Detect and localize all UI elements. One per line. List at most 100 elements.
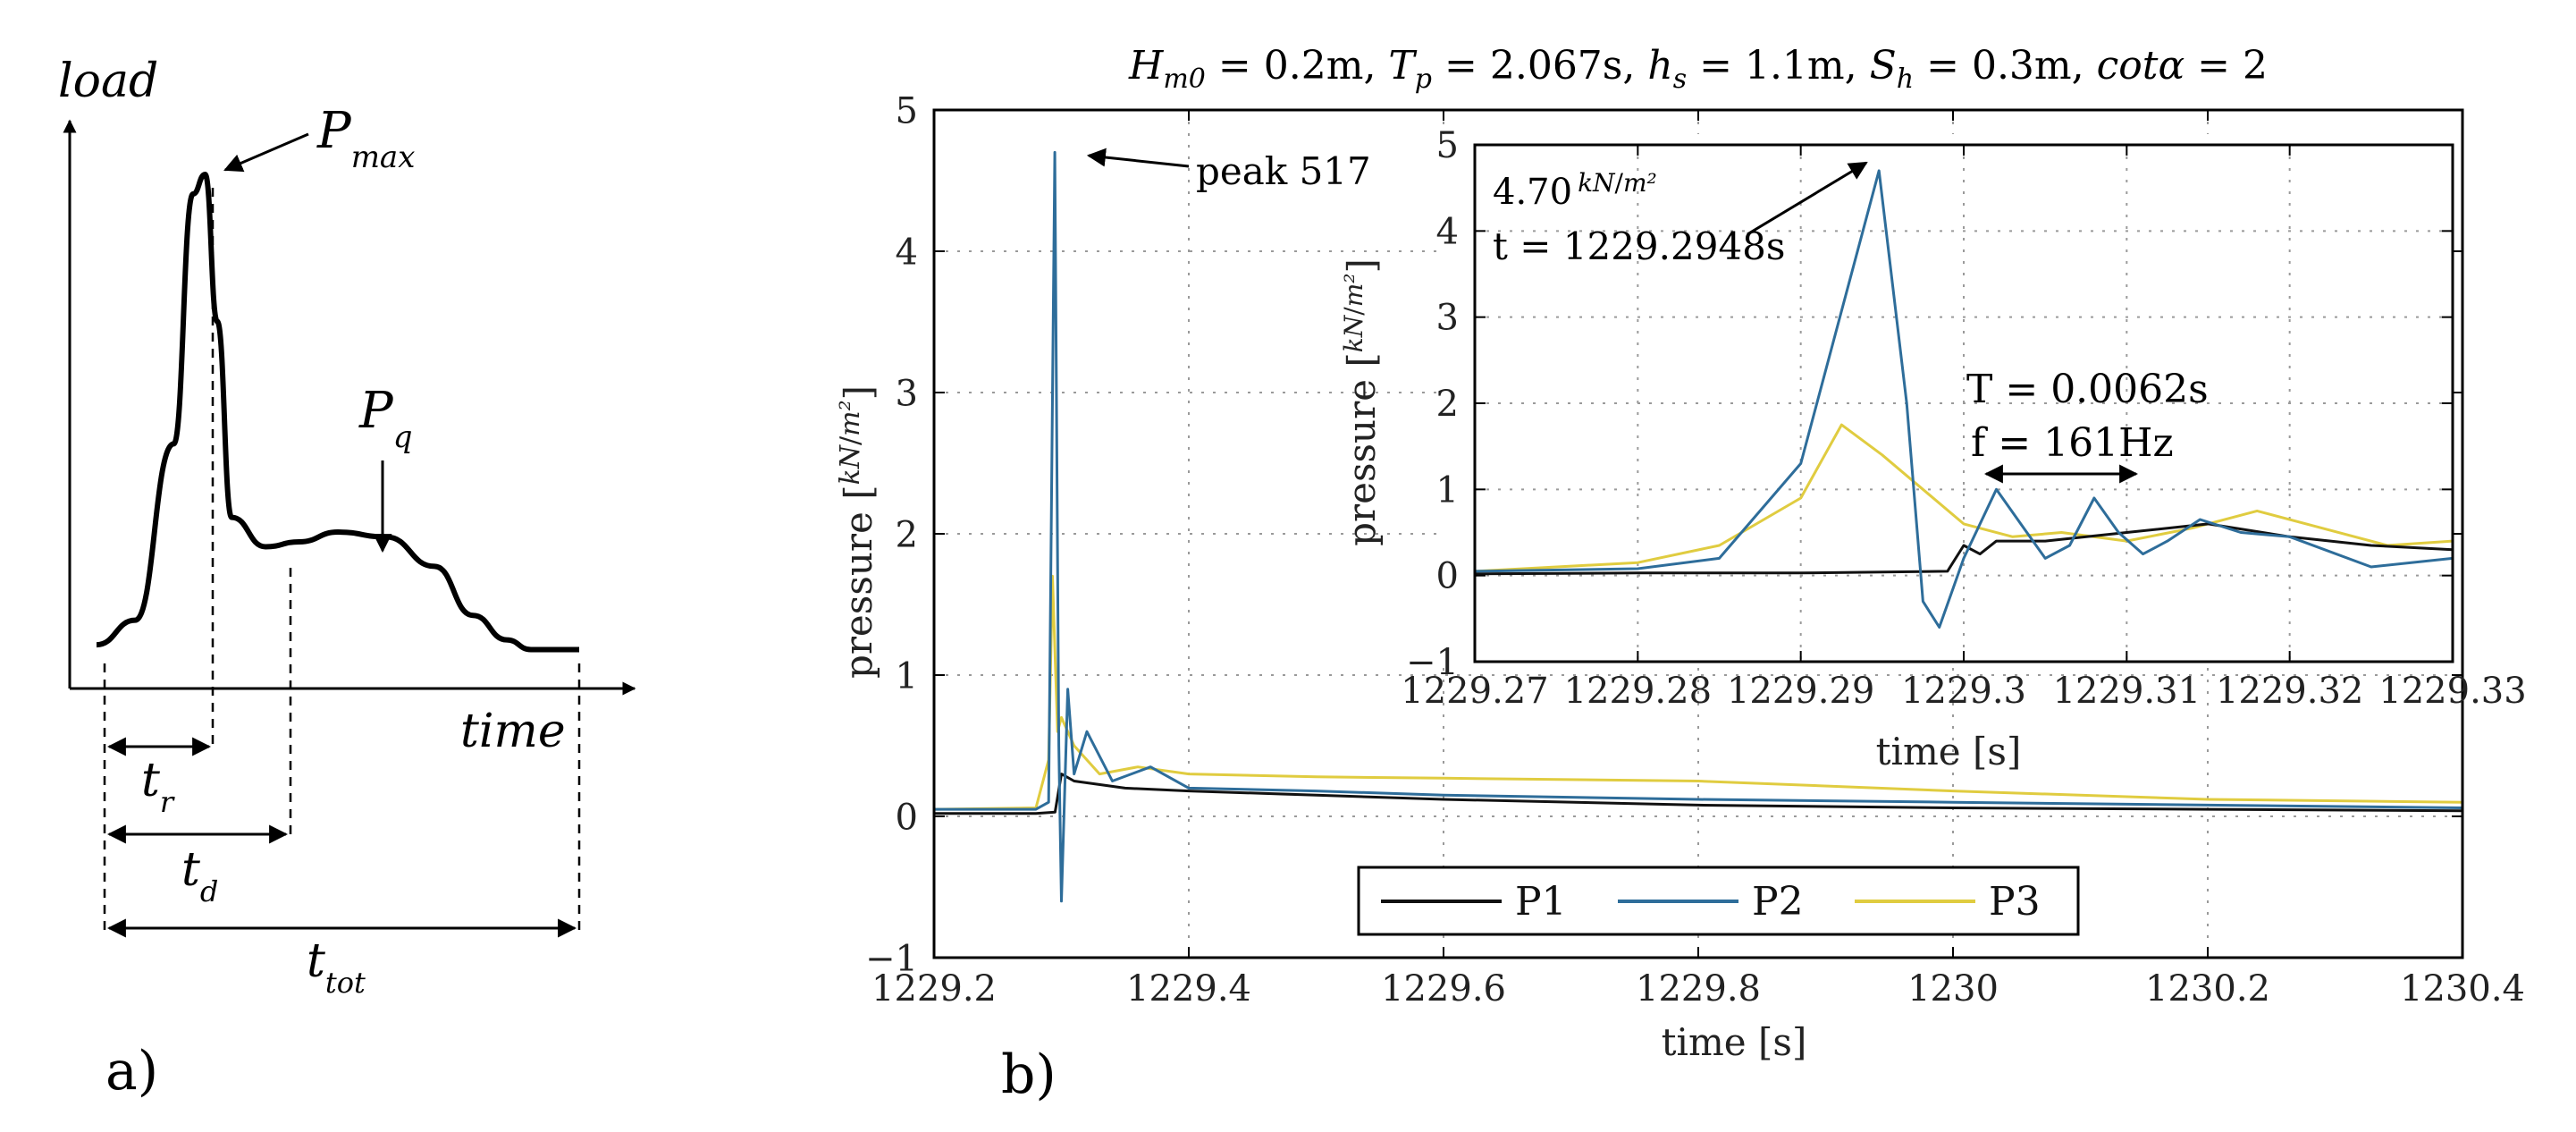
pq-main: P <box>358 382 394 440</box>
load-curve <box>96 171 579 653</box>
inset-ytick-2: 1 <box>1436 469 1459 511</box>
legend-label-p3: P3 <box>1989 879 2041 925</box>
inset-xtick-4: 1229.31 <box>2053 671 2201 712</box>
inset-grid <box>1475 145 2453 662</box>
inset-series <box>1475 169 2453 629</box>
title-value-0: = 0.2m, <box>1206 43 1389 89</box>
title-symbol-2: h <box>1647 43 1672 89</box>
pmax-label: Pmax <box>316 102 415 175</box>
title-symbol-1: T <box>1388 43 1418 89</box>
inset-background <box>1443 134 2453 662</box>
legend-label-p1: P1 <box>1515 879 1567 925</box>
inset-ytick-6: 5 <box>1436 125 1459 166</box>
inset-xtick-5: 1229.32 <box>2216 671 2363 712</box>
title-subscript-1: p <box>1415 63 1432 95</box>
title-value-3: = 0.3m, <box>1914 43 2097 89</box>
panel-b: Hm0 = 0.2m, Tp = 2.067s, hs = 1.1m, Sh =… <box>835 43 2527 1106</box>
td-main: t <box>181 843 200 897</box>
main-y-unit-den: m² <box>835 400 866 435</box>
pmax-main: P <box>316 102 352 160</box>
title-subscript-2: s <box>1673 63 1687 95</box>
inset-peak-value: 4.70 kN/m² <box>1493 168 1657 213</box>
inset-ticks: 1229.27 1229.28 1229.29 1229.3 1229.31 1229.3… <box>1401 125 2526 712</box>
panel-a-label: a) <box>105 1040 158 1102</box>
inset-x-label: time [s] <box>1876 730 2022 773</box>
tr-main: t <box>141 754 160 807</box>
inset-xtick-6: 1229.33 <box>2378 671 2526 712</box>
main-xtick-4: 1230 <box>1907 968 1999 1010</box>
main-xtick-6: 1230.4 <box>2400 968 2525 1010</box>
main-ytick-0: −1 <box>865 939 918 980</box>
title-value-1: = 2.067s, <box>1432 43 1647 89</box>
main-ytick-4: 3 <box>896 374 918 415</box>
main-ytick-2: 1 <box>896 656 918 697</box>
main-series <box>934 150 2462 903</box>
tr-sub: r <box>160 785 175 819</box>
frequency-annotation: f = 161Hz <box>1971 420 2174 466</box>
chart-title: Hm0 = 0.2m, Tp = 2.067s, hs = 1.1m, Sh =… <box>1128 43 2268 95</box>
inset-peak-unit-num: kN <box>1578 168 1616 198</box>
inset-peak-time: t = 1229.2948s <box>1493 224 1785 268</box>
legend-label-p2: P2 <box>1752 879 1804 925</box>
title-subscript-0: m0 <box>1163 63 1206 95</box>
main-xtick-1: 1229.4 <box>1126 968 1251 1010</box>
ttot-sub: tot <box>325 966 366 1000</box>
inset-y-word: pressure <box>1340 379 1384 546</box>
inset-ytick-3: 2 <box>1436 384 1459 425</box>
inset-ytick-1: 0 <box>1436 556 1459 597</box>
inset-xtick-2: 1229.29 <box>1727 671 1874 712</box>
panel-b-label: b) <box>1001 1043 1056 1106</box>
main-ytick-6: 5 <box>896 91 918 132</box>
td-sub: d <box>200 874 218 908</box>
title-symbol-4: cotα <box>2097 43 2185 89</box>
legend: P1 P2 P3 <box>1381 879 2041 925</box>
main-series-p2 <box>934 150 2462 903</box>
inset-xtick-1: 1229.28 <box>1564 671 1712 712</box>
pq-sub: q <box>393 419 413 455</box>
panel-a: load time Pmax Pq tr td ttot a) <box>58 55 636 1102</box>
period-annotation: T = 0.0062s <box>1966 367 2209 412</box>
main-y-unit-num: kN <box>835 444 866 485</box>
main-ytick-1: 0 <box>896 798 918 839</box>
td-label: td <box>181 843 218 908</box>
inset-peak-arrow <box>1747 161 1868 236</box>
peak-arrow <box>1086 148 1190 168</box>
ttot-main: t <box>307 934 325 988</box>
inset-series-p3 <box>1475 423 2453 573</box>
inset-y-label: pressure [kN/m²] <box>1339 258 1384 546</box>
title-subscript-3: h <box>1897 63 1914 95</box>
inset-ytick-4: 3 <box>1436 298 1459 339</box>
title-value-4: = 2 <box>2185 43 2268 89</box>
main-xtick-3: 1229.8 <box>1636 968 1761 1010</box>
main-y-word: pressure <box>837 511 880 679</box>
inset-peak-unit-den: m² <box>1623 168 1657 198</box>
main-series-p1 <box>934 773 2462 815</box>
inset-xtick-0: 1229.27 <box>1401 671 1548 712</box>
inset-peak-number: 4.70 <box>1493 172 1572 213</box>
title-symbol-3: S <box>1870 43 1897 89</box>
time-axis-label: time <box>460 705 566 758</box>
peak-annotation: peak 517 <box>1196 149 1371 193</box>
main-x-label: time [s] <box>1662 1020 1807 1064</box>
inset-series-p2 <box>1475 169 2453 629</box>
inset-ytick-5: 4 <box>1436 211 1459 252</box>
main-y-label: pressure [kN/m²] <box>835 385 880 679</box>
title-value-2: = 1.1m, <box>1687 43 1870 89</box>
main-ytick-3: 2 <box>896 515 918 556</box>
main-xtick-2: 1229.6 <box>1381 968 1506 1010</box>
inset-y-unit-num: kN <box>1339 314 1368 352</box>
inset-xtick-3: 1229.3 <box>1901 671 2026 712</box>
inset-ytick-0: −1 <box>1406 642 1459 683</box>
main-ytick-5: 4 <box>896 232 918 274</box>
main-xtick-5: 1230.2 <box>2145 968 2270 1010</box>
title-symbol-0: H <box>1128 43 1165 89</box>
pq-label: Pq <box>358 382 412 455</box>
main-ticks: 1229.2 1229.4 1229.6 1229.8 1230 1230.2 1230.4… <box>865 91 2525 1010</box>
main-xtick-0: 1229.2 <box>871 968 997 1010</box>
pmax-sub: max <box>351 139 416 175</box>
tr-label: tr <box>141 754 175 819</box>
inset-y-unit-den: m² <box>1339 274 1368 308</box>
pmax-pointer <box>223 132 309 173</box>
